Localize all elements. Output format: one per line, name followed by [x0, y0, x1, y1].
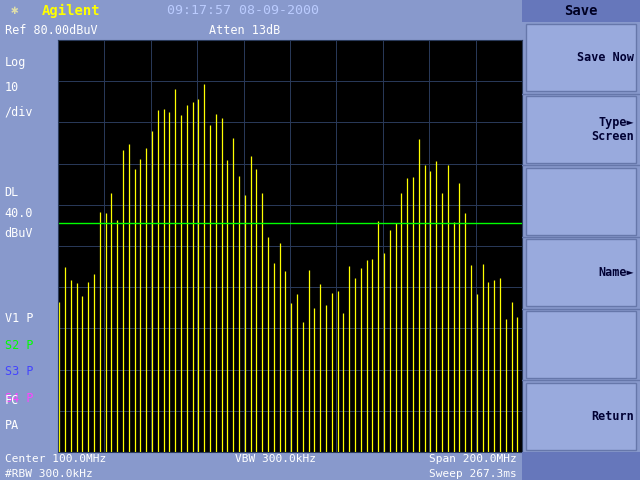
Text: S3 P: S3 P [4, 365, 33, 378]
FancyBboxPatch shape [525, 240, 636, 306]
Text: Sweep 267.3ms: Sweep 267.3ms [429, 469, 516, 480]
Text: Ref 80.00dBuV: Ref 80.00dBuV [5, 24, 98, 37]
FancyBboxPatch shape [525, 24, 636, 91]
Text: VBW 300.0kHz: VBW 300.0kHz [235, 454, 316, 464]
Text: Type►: Type► [598, 116, 634, 129]
Text: 09:17:57 08-09-2000: 09:17:57 08-09-2000 [167, 4, 319, 17]
Text: S4 P: S4 P [4, 392, 33, 405]
Text: Save: Save [564, 4, 598, 18]
Text: FC: FC [4, 395, 19, 408]
Text: Span 200.0MHz: Span 200.0MHz [429, 454, 516, 464]
FancyBboxPatch shape [525, 383, 636, 450]
Bar [522, 0, 640, 22]
Text: Atten 13dB: Atten 13dB [209, 24, 280, 37]
FancyBboxPatch shape [525, 311, 636, 378]
Text: PA: PA [4, 419, 19, 432]
Text: Return: Return [591, 409, 634, 423]
Text: #RBW 300.0kHz: #RBW 300.0kHz [5, 469, 93, 480]
Text: Save Now: Save Now [577, 51, 634, 64]
Text: 10: 10 [4, 81, 19, 94]
Text: V1 P: V1 P [4, 312, 33, 325]
FancyBboxPatch shape [525, 168, 636, 235]
Bar [522, 452, 640, 480]
Text: DL: DL [4, 186, 19, 199]
Text: 40.0: 40.0 [4, 206, 33, 220]
Text: Log: Log [4, 57, 26, 70]
Text: Center 100.0MHz: Center 100.0MHz [5, 454, 106, 464]
Text: /div: /div [4, 106, 33, 119]
Text: Agilent: Agilent [42, 4, 100, 18]
Text: ✱: ✱ [10, 4, 18, 17]
Text: dBuV: dBuV [4, 227, 33, 240]
FancyBboxPatch shape [525, 96, 636, 163]
Text: Name►: Name► [598, 266, 634, 279]
Text: S2 P: S2 P [4, 339, 33, 352]
Text: Screen: Screen [591, 130, 634, 143]
